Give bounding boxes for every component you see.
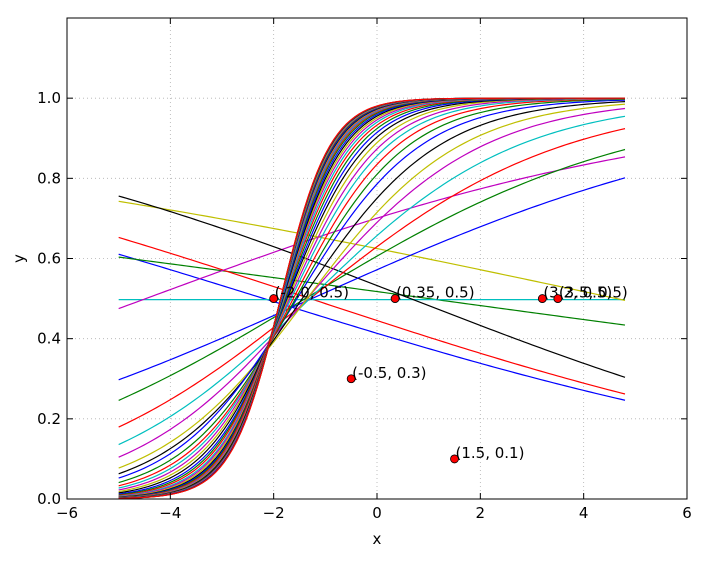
tick-layer: −6 −4 −2 0 2 4 6 0.0 0.2 0.4 0.6 0.8 1.0 (37, 18, 692, 522)
point-label: (3.5, 0.5) (559, 284, 628, 302)
series-line (118, 200, 626, 301)
series-line (118, 128, 626, 428)
point-label: (-0.5, 0.3) (352, 364, 426, 382)
series-line (118, 256, 626, 326)
x-tick-label: −6 (56, 504, 78, 522)
x-tick-label: 4 (579, 504, 589, 522)
y-tick-label: 0.8 (37, 169, 61, 187)
y-axis-label: y (10, 254, 28, 263)
data-point (346, 374, 356, 384)
y-tick-label: 0.6 (37, 250, 61, 268)
grid-layer (67, 18, 687, 499)
series-line (118, 236, 626, 395)
series-line (118, 107, 626, 458)
series-line (118, 156, 626, 310)
data-point (269, 294, 279, 303)
y-tick-label: 0.0 (37, 490, 61, 508)
series-line (118, 97, 626, 489)
series-line (118, 115, 626, 446)
x-tick-label: 2 (476, 504, 486, 522)
data-point (450, 454, 459, 464)
x-tick-label: 0 (372, 504, 382, 522)
curve-layer (118, 97, 626, 500)
series-line (118, 98, 626, 484)
x-axis-label: x (373, 530, 382, 548)
series-line (118, 148, 626, 401)
y-tick-label: 0.2 (37, 410, 61, 428)
point-label: (0.35, 0.5) (396, 284, 475, 302)
data-point (390, 294, 400, 303)
point-layer: (-2.0, 0.5) (0.35, 0.5) (3.2, 0.5)(3.5, 0.… (269, 284, 628, 464)
series-line (118, 177, 626, 381)
series-line (118, 99, 626, 479)
series-line (118, 101, 626, 475)
x-tick-label: −2 (263, 504, 285, 522)
x-tick-label: 6 (682, 504, 692, 522)
series-line (118, 98, 626, 487)
series-line (118, 103, 626, 469)
point-label: (1.5, 0.1) (456, 444, 525, 462)
data-point (537, 294, 547, 303)
label-layer: x y (10, 254, 382, 548)
point-label: (-2.0, 0.5) (275, 284, 349, 302)
data-point (553, 294, 563, 303)
series-line (118, 97, 625, 500)
x-tick-label: −4 (159, 504, 181, 522)
series-line (118, 253, 626, 401)
y-tick-label: 1.0 (37, 89, 61, 107)
y-tick-label: 0.4 (37, 330, 61, 348)
series-line (118, 195, 626, 378)
